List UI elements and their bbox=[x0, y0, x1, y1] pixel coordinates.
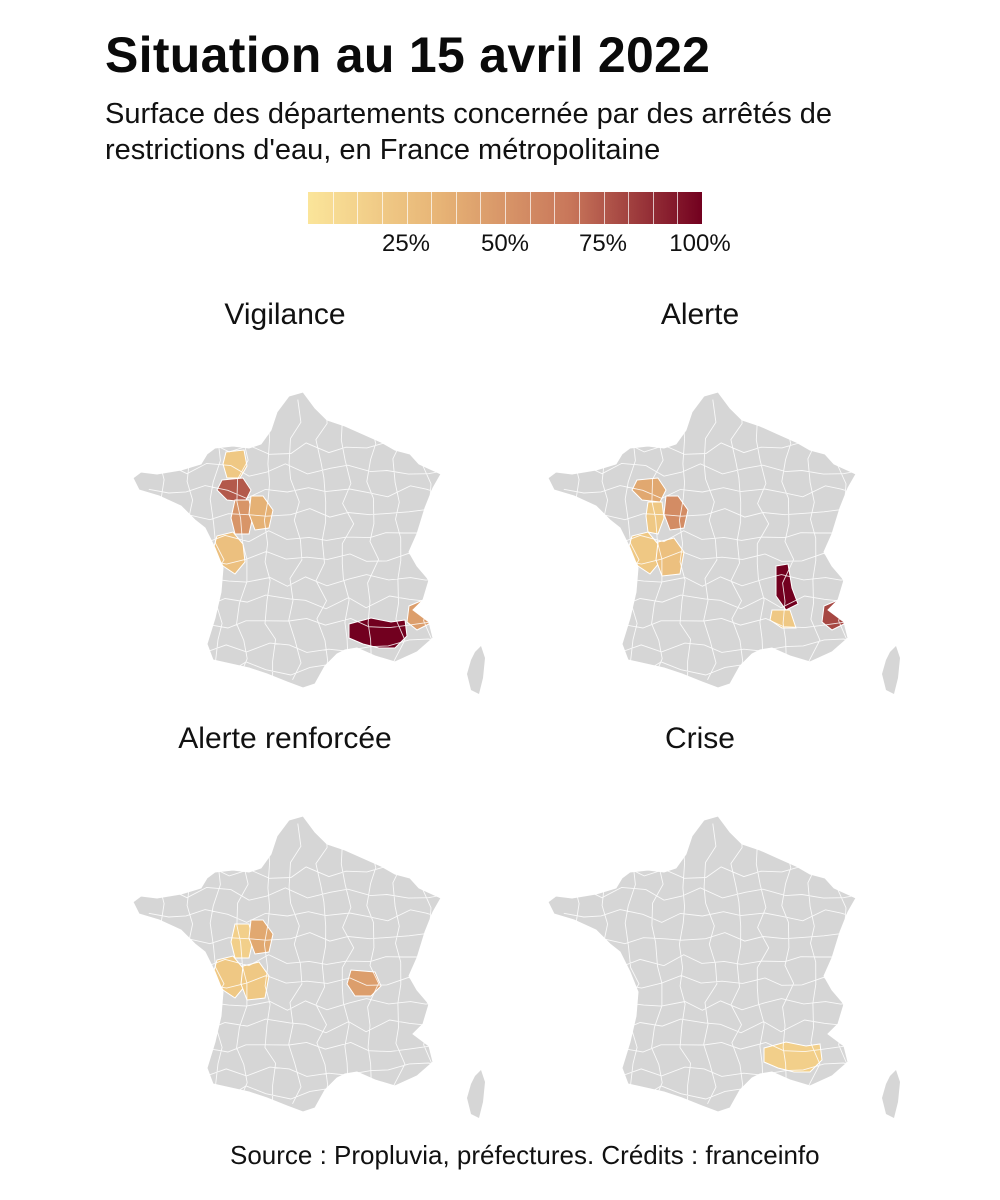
france-mainland bbox=[133, 816, 441, 1112]
france-map bbox=[547, 815, 900, 1118]
coastline bbox=[132, 391, 442, 689]
legend-gradient-tick bbox=[381, 192, 383, 224]
source-credits: Source : Propluvia, préfectures. Crédits… bbox=[230, 1140, 820, 1170]
legend-gradient-tick bbox=[628, 192, 630, 224]
france-map bbox=[132, 391, 485, 694]
page-title: Situation au 15 avril 2022 bbox=[105, 27, 711, 83]
france-map bbox=[547, 391, 900, 694]
panel-title: Alerte bbox=[660, 298, 740, 331]
legend-gradient-tick bbox=[480, 192, 482, 224]
corsica bbox=[882, 646, 900, 694]
department-drome bbox=[775, 563, 799, 611]
legend-gradient-tick bbox=[603, 192, 605, 224]
france-mainland bbox=[548, 816, 856, 1112]
legend-gradient-tick bbox=[431, 192, 433, 224]
legend-gradient-tick bbox=[529, 192, 531, 224]
panel-title: Crise bbox=[664, 722, 735, 755]
legend-gradient-tick bbox=[505, 192, 506, 224]
legend-gradient-tick bbox=[455, 192, 457, 224]
department-deux-sevres bbox=[230, 923, 254, 959]
france-mainland bbox=[133, 392, 441, 688]
department-charente bbox=[240, 961, 270, 1001]
coastline bbox=[547, 391, 857, 689]
map-panel-vigilance: Vigilance bbox=[45, 298, 525, 694]
corsica bbox=[882, 1070, 900, 1118]
department-loire-rhone bbox=[346, 969, 382, 997]
legend-gradient-tick bbox=[652, 192, 654, 224]
panel-title: Alerte renforcée bbox=[178, 722, 392, 755]
france-map bbox=[132, 815, 485, 1118]
corsica bbox=[467, 646, 485, 694]
coastline bbox=[547, 815, 857, 1113]
map-panel-alerte: Alerte bbox=[460, 298, 940, 694]
color-legend: 25% 50% 75% 100% bbox=[308, 192, 731, 262]
map-panel-alerte-renforcee: Alerte renforcée bbox=[45, 722, 525, 1118]
coastline bbox=[132, 815, 442, 1113]
legend-gradient-tick bbox=[332, 192, 334, 224]
department-deux-sevres bbox=[230, 499, 254, 535]
legend-gradient-tick bbox=[406, 192, 408, 224]
legend-gradient-tick bbox=[554, 192, 556, 224]
department-deux-sevres-north bbox=[645, 501, 665, 535]
panel-title: Vigilance bbox=[224, 298, 346, 331]
legend-tick-label: 75% bbox=[578, 230, 628, 257]
legend-gradient-tick bbox=[677, 192, 679, 224]
map-panel-crise: Crise bbox=[460, 722, 940, 1118]
corsica bbox=[467, 1070, 485, 1118]
legend-tick-label: 50% bbox=[480, 230, 530, 257]
legend-gradient-tick bbox=[357, 192, 359, 224]
department-charente bbox=[655, 537, 685, 577]
legend-tick-label: 100% bbox=[669, 230, 731, 257]
legend-gradient-tick bbox=[578, 192, 580, 224]
legend-tick-label: 25% bbox=[381, 230, 431, 257]
page-subtitle: Surface des départements concernée par d… bbox=[105, 98, 833, 166]
